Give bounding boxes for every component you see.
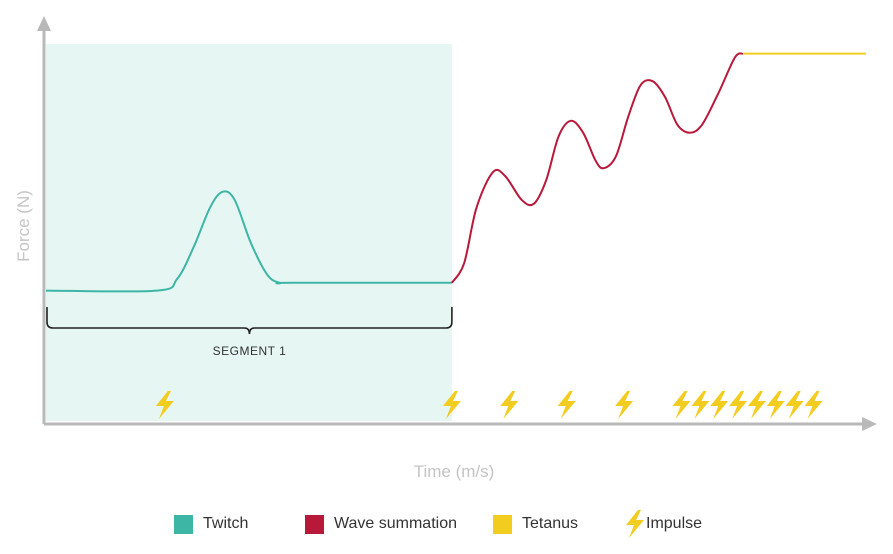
legend-label-wave-summation: Wave summation <box>334 515 457 532</box>
impulse-bolt-icon <box>691 391 710 419</box>
legend-swatch-wave-summation <box>305 514 324 534</box>
impulse-bolt-icon <box>500 391 519 419</box>
legend-swatch-tetanus <box>493 514 512 534</box>
series-line-twitch <box>45 190 452 293</box>
force-time-chart: SEGMENT 1 Time (m/s) Force (N) <box>14 16 877 481</box>
series-line-wave-summation <box>451 52 744 284</box>
impulse-lightning-bolt-icon <box>626 510 644 538</box>
legend-item-wave-summation: Wave summation <box>305 510 457 538</box>
legend-label-tetanus: Tetanus <box>522 515 579 532</box>
impulse-layer <box>155 391 823 419</box>
segment-1-bracket <box>46 307 453 335</box>
impulse-bolt-icon <box>710 391 729 419</box>
series-layer <box>45 52 866 293</box>
legend-item-twitch: Twitch <box>174 510 248 538</box>
impulse-bolt-icon <box>729 391 748 419</box>
impulse-bolt-icon <box>442 391 461 419</box>
x-axis-arrow-head-icon <box>862 417 877 431</box>
legend-swatch-twitch <box>174 514 193 534</box>
impulse-bolt-icon <box>615 391 634 419</box>
impulse-bolt-icon <box>557 391 576 419</box>
impulse-bolt-icon <box>766 391 785 419</box>
x-axis-title: Time (m/s) <box>414 462 495 481</box>
impulse-bolt-icon <box>785 391 804 419</box>
segment-1-label: SEGMENT 1 <box>213 344 287 358</box>
impulse-bolt-icon <box>804 391 823 419</box>
impulse-bolt-icon <box>155 391 174 419</box>
legend-label-twitch: Twitch <box>203 515 249 532</box>
y-axis-arrow-head-icon <box>37 16 51 31</box>
impulse-bolt-icon <box>672 391 691 419</box>
legend-item-impulse: Impulse <box>624 510 702 538</box>
y-axis-title: Force (N) <box>14 190 33 262</box>
segment-1-highlight-region <box>46 44 452 421</box>
legend: Twitch Wave summation Tetanus Impulse <box>0 510 893 538</box>
legend-label-impulse: Impulse <box>646 515 703 532</box>
legend-item-tetanus: Tetanus <box>493 510 578 538</box>
impulse-bolt-icon <box>747 391 766 419</box>
